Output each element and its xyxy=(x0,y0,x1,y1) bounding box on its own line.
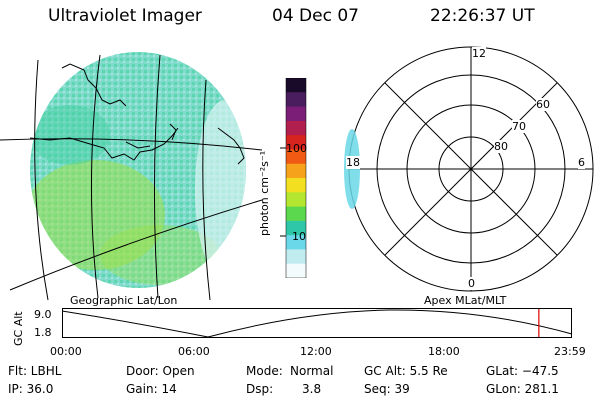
time-tick-1: 06:00 xyxy=(178,345,210,358)
colorbar-band xyxy=(286,192,306,208)
colorbar xyxy=(280,78,307,278)
mode-value: Normal xyxy=(290,364,334,378)
geo-panel-label: Geographic Lat/Lon xyxy=(70,294,178,307)
colorbar-band xyxy=(286,120,306,136)
altitude-ytick-low: 1.8 xyxy=(34,326,52,339)
dsp-value: 3.8 xyxy=(302,382,322,396)
polar-panel-label: Apex MLat/MLT xyxy=(424,294,507,307)
colorbar-band xyxy=(286,163,306,179)
mode-label: Mode: xyxy=(246,364,283,378)
date-label: 04 Dec 07 xyxy=(272,6,359,26)
time-tick-2: 12:00 xyxy=(300,345,332,358)
time-tick-4: 23:59 xyxy=(554,345,586,358)
altitude-ytick-high: 9.0 xyxy=(34,308,52,321)
colorbar-band xyxy=(286,178,306,193)
altitude-curve xyxy=(62,309,573,338)
colorbar-band xyxy=(286,149,306,165)
colorbar-tick-100: 100 xyxy=(286,142,307,155)
colorbar-band xyxy=(286,106,306,122)
dsp-label: Dsp: xyxy=(246,382,274,396)
door-info: Door: Open xyxy=(126,364,195,378)
seq-info: Seq: 39 xyxy=(364,382,410,396)
colorbar-band xyxy=(286,135,306,150)
time-tick-3: 18:00 xyxy=(428,345,460,358)
time-label: 22:26:37 UT xyxy=(430,6,535,26)
lat-lon-grid xyxy=(0,54,263,300)
glon-info: GLon: 281.1 xyxy=(486,382,559,396)
altitude-ylabel: GC Alt xyxy=(12,311,25,346)
glat-info: GLat: −47.5 xyxy=(486,364,559,378)
colorbar-unit-label: photon cm⁻²s⁻¹ xyxy=(258,150,271,236)
instrument-title: Ultraviolet Imager xyxy=(48,6,202,26)
gc-alt-info: GC Alt: 5.5 Re xyxy=(364,364,448,378)
colorbar-tick-10: 10 xyxy=(292,230,306,243)
polar-plot xyxy=(344,46,594,292)
colorbar-band xyxy=(286,206,306,222)
aurora-edge xyxy=(344,129,360,209)
time-tick-0: 00:00 xyxy=(50,345,82,358)
colorbar-band xyxy=(286,92,306,108)
ip-info: IP: 36.0 xyxy=(8,382,54,396)
mlt-label-18: 18 xyxy=(346,156,360,169)
mlat-label-60: 60 xyxy=(536,98,550,111)
filter-info: Flt: LBHL xyxy=(8,364,62,378)
aurora-image xyxy=(30,52,246,288)
colorbar-band xyxy=(286,220,306,236)
geographic-image-panel xyxy=(0,52,263,300)
colorbar-band xyxy=(286,78,306,93)
colorbar-band xyxy=(286,263,306,278)
colorbar-band xyxy=(286,249,306,265)
mlt-label-12: 12 xyxy=(472,47,486,60)
altitude-plot xyxy=(62,308,573,338)
gain-info: Gain: 14 xyxy=(126,382,177,396)
mlt-label-6: 6 xyxy=(578,156,585,169)
mlat-label-80: 80 xyxy=(494,140,508,153)
mlat-label-70: 70 xyxy=(512,120,526,133)
mlt-label-0: 0 xyxy=(468,277,475,290)
colorbar-band xyxy=(286,235,306,250)
